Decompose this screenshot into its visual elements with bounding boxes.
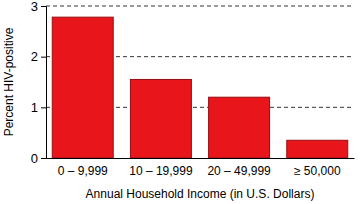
y-tick-mark	[41, 6, 46, 7]
x-tick: ≥ 50,000	[294, 158, 341, 178]
x-tick: 20 – 49,999	[207, 158, 271, 178]
x-tick: 0 – 9,999	[58, 158, 108, 178]
x-axis-line	[47, 158, 355, 159]
x-axis-title: Annual Household Income (in U.S. Dollars…	[86, 187, 315, 201]
y-tick-mark	[41, 107, 46, 108]
x-tick-label: ≥ 50,000	[294, 164, 341, 178]
chart: 0 1 2 3 0 – 9,999 10 – 19,999 20 – 49,999 ≥ 50,…	[0, 0, 360, 204]
y-tick-label: 0	[31, 151, 38, 166]
bar	[52, 17, 113, 158]
bar	[287, 140, 348, 158]
y-tick: 3	[31, 0, 46, 14]
bar	[209, 97, 270, 158]
x-axis: 0 – 9,999 10 – 19,999 20 – 49,999 ≥ 50,000	[47, 158, 355, 178]
x-tick: 10 – 19,999	[129, 158, 193, 178]
bar	[130, 79, 191, 158]
bars	[52, 17, 347, 158]
y-tick-label: 1	[31, 100, 38, 115]
x-tick-label: 10 – 19,999	[129, 164, 193, 178]
y-tick-mark	[41, 57, 46, 58]
y-tick-mark	[41, 158, 46, 159]
x-tick-label: 0 – 9,999	[58, 164, 108, 178]
y-axis: 0 1 2 3	[31, 0, 47, 166]
grid-line	[46, 6, 354, 7]
y-axis-line	[41, 7, 47, 159]
y-tick-label: 3	[31, 0, 38, 14]
y-axis-title: Percent HIV-positive	[2, 27, 16, 136]
x-tick-label: 20 – 49,999	[207, 164, 271, 178]
y-tick: 1	[31, 100, 46, 115]
y-tick-label: 2	[31, 49, 38, 64]
y-tick: 2	[31, 49, 46, 64]
y-tick: 0	[31, 151, 46, 166]
